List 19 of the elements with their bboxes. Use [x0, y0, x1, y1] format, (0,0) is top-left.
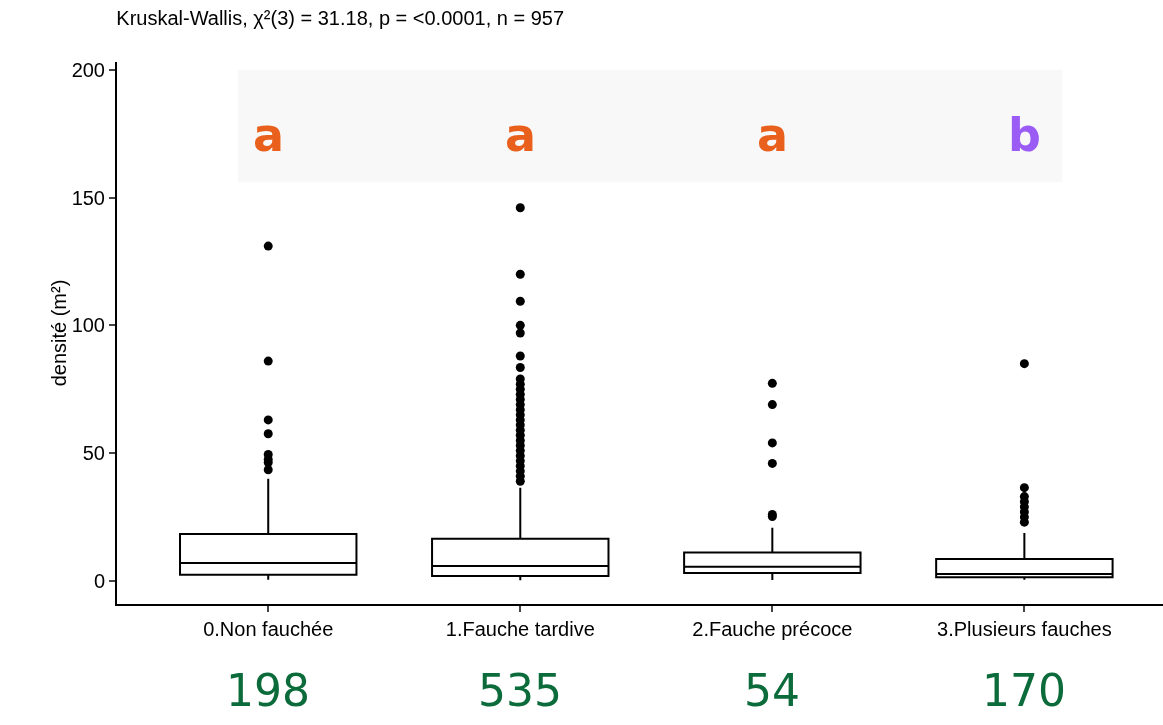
- annotation: b: [1008, 108, 1041, 162]
- text: 535: [478, 665, 562, 716]
- annotation: a: [253, 108, 285, 162]
- text: 54: [744, 665, 800, 716]
- y-tick-label: 100: [71, 314, 105, 337]
- y-tick-label: 200: [71, 58, 105, 81]
- annotation: a: [505, 108, 537, 162]
- text: 170: [982, 665, 1066, 716]
- y-tick-label: 150: [71, 186, 105, 209]
- x-tick-label: 2.Fauche précoce: [692, 618, 853, 640]
- text: 198: [226, 665, 310, 716]
- x-tick-label: 3.Plusieurs fauches: [937, 618, 1112, 640]
- y-tick-label: 0: [93, 569, 105, 592]
- annotation: a: [757, 108, 789, 162]
- chart-title: Kruskal-Wallis, χ²(3) = 31.18, p = <0.0001, n = 957: [116, 6, 565, 29]
- y-axis-title: densité (m²): [47, 279, 70, 387]
- y-tick-label: 50: [82, 442, 105, 465]
- x-tick-label: 1.Fauche tardive: [445, 618, 595, 640]
- x-tick-label: 0.Non fauchée: [203, 618, 334, 640]
